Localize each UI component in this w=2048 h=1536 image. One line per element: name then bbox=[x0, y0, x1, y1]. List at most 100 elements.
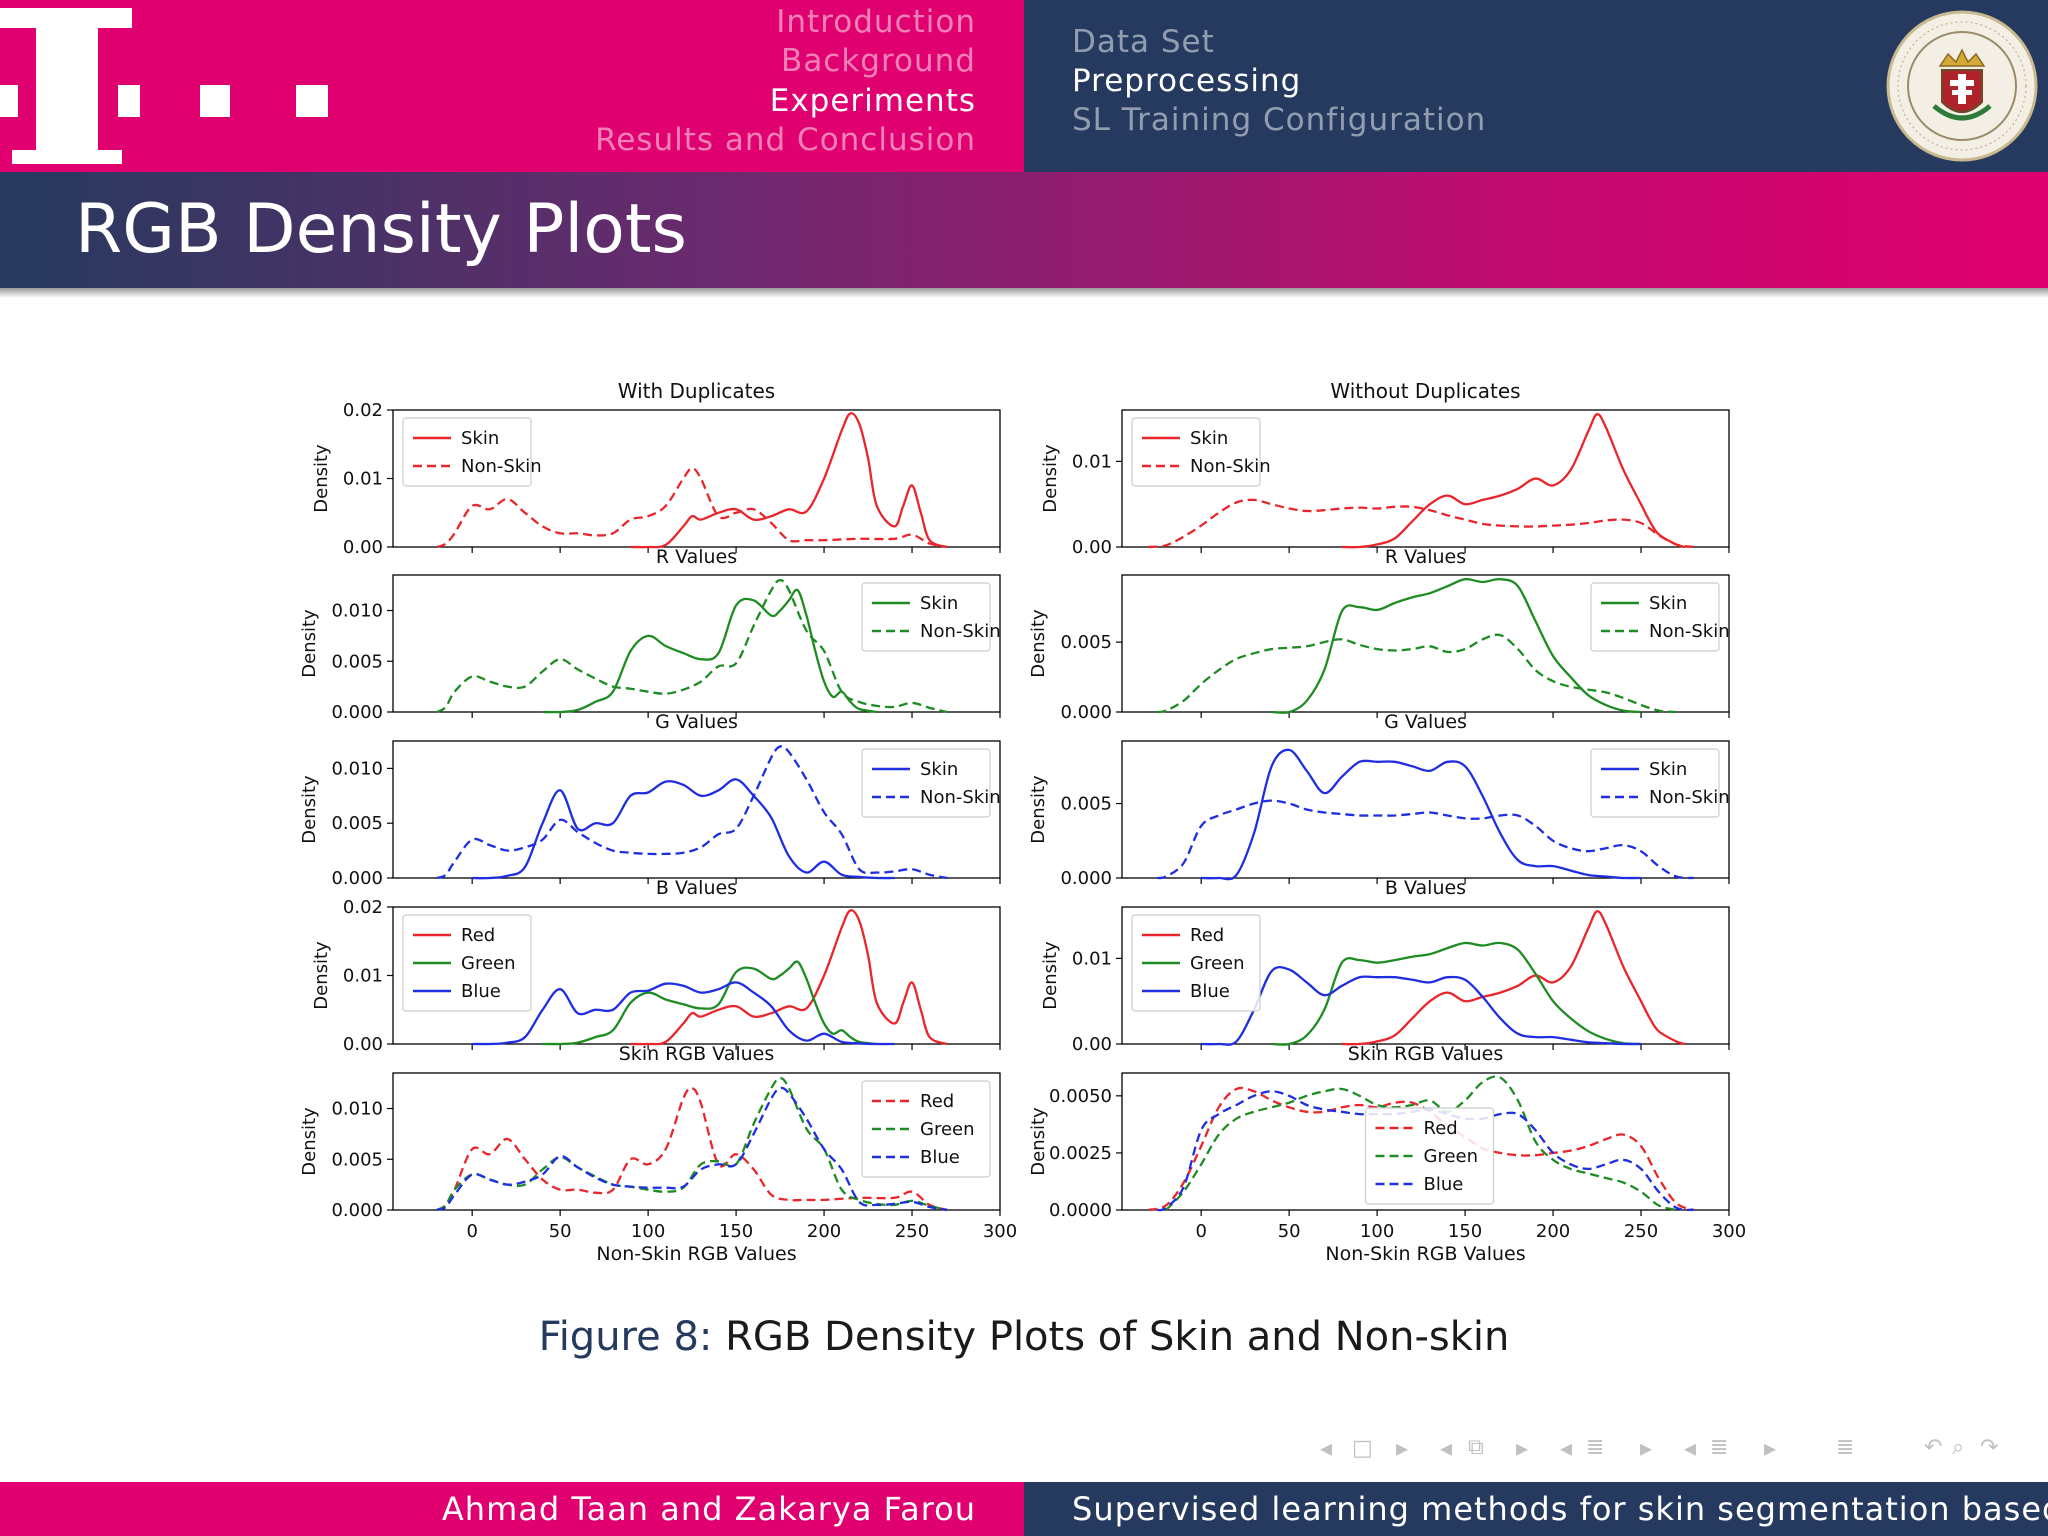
series-line bbox=[436, 578, 948, 714]
nav-forward-icon[interactable]: ↷ bbox=[1980, 1435, 1999, 1460]
nav-frame-icon[interactable]: □ bbox=[1352, 1436, 1373, 1461]
legend-label: Green bbox=[1190, 953, 1245, 974]
y-tick-label: 0.01 bbox=[343, 469, 383, 490]
legend-label: Red bbox=[920, 1091, 954, 1112]
caption-text: RGB Density Plots of Skin and Non-skin bbox=[712, 1314, 1510, 1360]
y-tick-label: 0.000 bbox=[331, 1200, 383, 1221]
x-tick-label: 100 bbox=[631, 1221, 665, 1242]
legend-box bbox=[861, 1080, 991, 1178]
x-tick-label: 150 bbox=[719, 1221, 753, 1242]
nav-slide-icon[interactable]: ≣ bbox=[1710, 1435, 1729, 1460]
x-axis-label: B Values bbox=[656, 877, 737, 899]
nav-next-section-icon[interactable]: ▸ bbox=[1640, 1434, 1653, 1462]
legend-box bbox=[402, 417, 532, 487]
title-shadow bbox=[0, 288, 2048, 298]
x-tick-label: 0 bbox=[1195, 1221, 1206, 1242]
x-tick-label: 250 bbox=[1624, 1221, 1658, 1242]
nav-section-results[interactable]: Results and Conclusion bbox=[595, 122, 976, 158]
nav-subsection-icon[interactable]: ⧉ bbox=[1468, 1435, 1484, 1460]
university-seal-icon bbox=[1886, 10, 2038, 162]
x-tick-label: 300 bbox=[1712, 1221, 1746, 1242]
x-tick-label: 300 bbox=[983, 1221, 1017, 1242]
y-tick-label: 0.005 bbox=[331, 651, 383, 672]
footer-authors: Ahmad Taan and Zakarya Farou bbox=[441, 1490, 976, 1528]
chart-title: With Duplicates bbox=[618, 379, 775, 403]
y-tick-label: 0.005 bbox=[1060, 794, 1112, 815]
y-tick-label: 0.000 bbox=[331, 868, 383, 889]
x-tick-label: 200 bbox=[1536, 1221, 1570, 1242]
y-axis-label: Density bbox=[311, 941, 332, 1010]
legend-label: Skin bbox=[1190, 428, 1228, 449]
legend-label: Non-Skin bbox=[920, 787, 1001, 808]
x-axis-label: Skin RGB Values bbox=[619, 1043, 775, 1065]
legend-box bbox=[1131, 914, 1261, 1012]
y-tick-label: 0.0025 bbox=[1049, 1143, 1112, 1164]
legend-box bbox=[1590, 582, 1720, 652]
y-axis-label: Density bbox=[299, 609, 320, 678]
nav-prev-frame-icon[interactable]: ◂ bbox=[1320, 1434, 1333, 1462]
x-axis-label: Non-Skin RGB Values bbox=[596, 1243, 796, 1265]
nav-search-icon[interactable]: ⌕ bbox=[1952, 1435, 1965, 1460]
y-axis-label: Density bbox=[1040, 941, 1061, 1010]
telekom-t-logo bbox=[0, 8, 328, 164]
series-line bbox=[1156, 1090, 1694, 1212]
nav-toc-icon[interactable]: ≣ bbox=[1836, 1435, 1855, 1460]
footer-talk-title: Supervised learning methods for skin seg… bbox=[1072, 1490, 2048, 1528]
y-tick-label: 0.010 bbox=[331, 758, 383, 779]
legend-label: Blue bbox=[920, 1147, 960, 1168]
nav-section-icon[interactable]: ≣ bbox=[1586, 1435, 1605, 1460]
series-line bbox=[630, 909, 948, 1046]
y-tick-label: 0.000 bbox=[1060, 868, 1112, 889]
nav-prev-section-icon[interactable]: ◂ bbox=[1560, 1434, 1573, 1462]
legend-label: Green bbox=[1424, 1146, 1479, 1167]
nav-back-icon[interactable]: ↶ bbox=[1924, 1435, 1943, 1460]
y-tick-label: 0.01 bbox=[1072, 948, 1112, 969]
y-tick-label: 0.000 bbox=[1060, 702, 1112, 723]
legend-box bbox=[861, 748, 991, 818]
title-bar: RGB Density Plots bbox=[0, 172, 2048, 298]
y-axis-label: Density bbox=[1040, 444, 1061, 513]
plot-frame bbox=[1121, 906, 1730, 1045]
legend-box bbox=[1590, 748, 1720, 818]
legend-label: Green bbox=[920, 1119, 975, 1140]
y-tick-label: 0.005 bbox=[331, 813, 383, 834]
chart-panel: G Values 0.000 0.005 Density Skin Non-Skin bbox=[1028, 574, 1730, 733]
legend-label: Green bbox=[461, 953, 516, 974]
x-axis-label: B Values bbox=[1385, 877, 1466, 899]
legend-label: Blue bbox=[461, 981, 501, 1002]
nav-subsection-preprocessing[interactable]: Preprocessing bbox=[1072, 63, 1302, 99]
series-line bbox=[1165, 1075, 1677, 1212]
x-axis-label: G Values bbox=[1384, 711, 1467, 733]
nav-next-frame-icon[interactable]: ▸ bbox=[1396, 1434, 1409, 1462]
legend-box bbox=[861, 582, 991, 652]
nav-prev-subsection-icon[interactable]: ◂ bbox=[1440, 1434, 1453, 1462]
nav-next-slide-icon[interactable]: ▸ bbox=[1764, 1434, 1777, 1462]
legend-label: Skin bbox=[461, 428, 499, 449]
legend-box bbox=[1364, 1107, 1495, 1205]
y-tick-label: 0.01 bbox=[343, 966, 383, 987]
x-axis-label: R Values bbox=[656, 546, 737, 568]
nav-subsection-data-set[interactable]: Data Set bbox=[1072, 24, 1215, 60]
y-tick-label: 0.010 bbox=[331, 601, 383, 622]
series-line bbox=[1341, 413, 1686, 549]
beamer-navigation: ◂ □ ▸ ◂ ⧉ ▸ ◂ ≣ ▸ ◂ ≣ ▸ ≣ ↶ ⌕ ↷ bbox=[1310, 1434, 2030, 1470]
nav-subsection-sl-training[interactable]: SL Training Configuration bbox=[1072, 102, 1487, 138]
nav-section-background[interactable]: Background bbox=[781, 43, 976, 79]
legend-label: Red bbox=[1190, 925, 1224, 946]
legend-label: Red bbox=[461, 925, 495, 946]
x-tick-label: 50 bbox=[549, 1221, 572, 1242]
y-tick-label: 0.00 bbox=[343, 537, 383, 558]
nav-prev-slide-icon[interactable]: ◂ bbox=[1684, 1434, 1697, 1462]
caption-label: Figure 8: bbox=[538, 1314, 713, 1360]
chart-panel: 0 50 100 150 200 250 300 Non-Skin RGB Values 0.0… bbox=[1028, 1072, 1746, 1265]
nav-next-subsection-icon[interactable]: ▸ bbox=[1516, 1434, 1529, 1462]
series-line bbox=[472, 981, 895, 1046]
series-line bbox=[1271, 941, 1642, 1046]
series-line bbox=[1201, 966, 1642, 1046]
y-tick-label: 0.02 bbox=[343, 400, 383, 421]
slide-title: RGB Density Plots bbox=[75, 190, 687, 269]
series-line bbox=[1148, 498, 1694, 549]
nav-section-introduction[interactable]: Introduction bbox=[776, 4, 976, 40]
nav-section-experiments[interactable]: Experiments bbox=[769, 83, 976, 119]
legend-label: Non-Skin bbox=[920, 621, 1001, 642]
